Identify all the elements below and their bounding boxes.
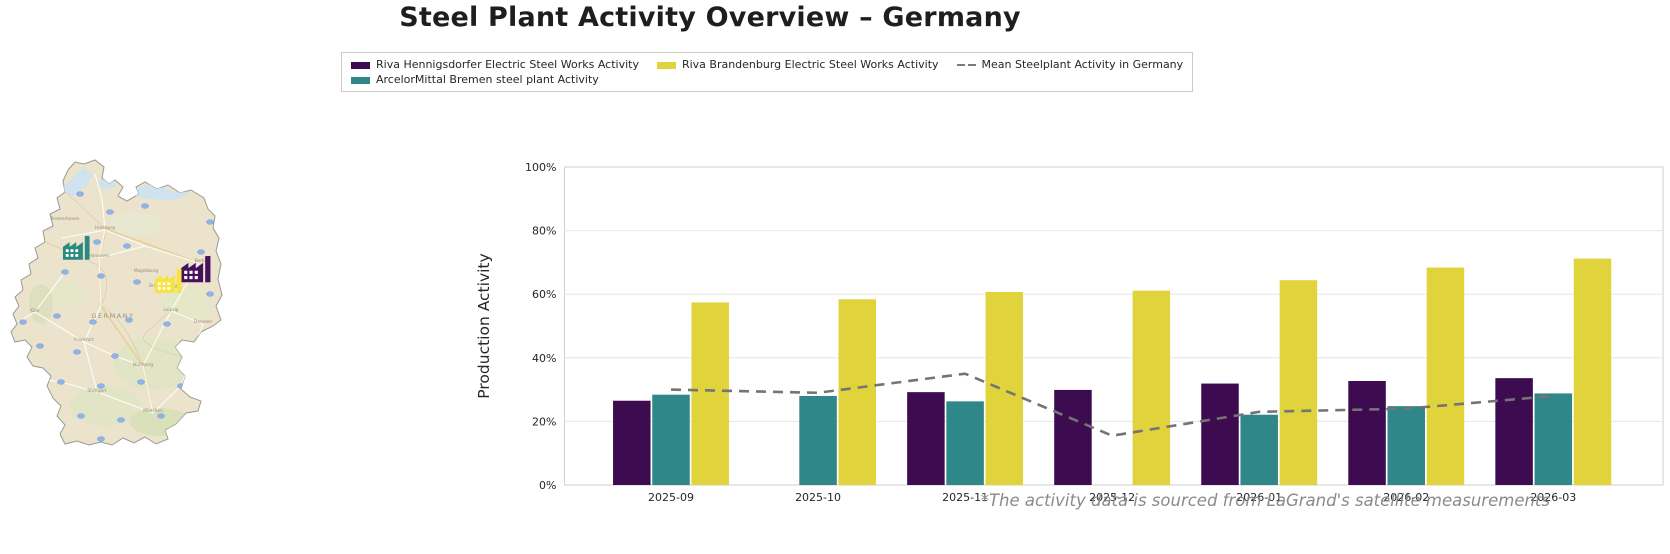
x-tick-label: 2025-12 <box>1089 491 1135 504</box>
city-label: Frankfurt <box>74 337 94 343</box>
y-tick-label: 40% <box>532 352 556 365</box>
legend-label: Riva Brandenburg Electric Steel Works Ac… <box>681 58 939 71</box>
activity-bar <box>1573 258 1612 485</box>
legend-item: Riva Brandenburg Electric Steel Works Ac… <box>656 58 939 72</box>
legend-color-swatch <box>351 76 370 84</box>
germany-map-svg: Bremerhaven Hamburg Hannover Berlin Magdebur… <box>10 159 223 446</box>
city-label: Dresden <box>194 319 212 325</box>
region-borders <box>44 191 183 367</box>
legend-label: ArcelorMittal Bremen steel plant Activit… <box>376 73 599 86</box>
legend-item: ArcelorMittal Bremen steel plant Activit… <box>351 73 639 87</box>
roads <box>17 173 204 414</box>
city-label: Köln <box>30 308 39 314</box>
activity-bar <box>1387 406 1425 485</box>
y-tick-label: 100% <box>525 161 556 174</box>
city-label: Nürnberg <box>133 362 153 368</box>
activity-bar <box>799 395 837 485</box>
city-label: Stuttgart <box>87 388 107 394</box>
activity-bar <box>613 400 651 485</box>
city-label: Bremerhaven <box>50 216 79 222</box>
x-tick-label: 2025-09 <box>648 491 694 504</box>
activity-bar <box>1201 383 1239 485</box>
legend: Riva Hennigsdorfer Electric Steel Works … <box>341 52 1194 92</box>
city-label: Leipzig <box>163 307 178 313</box>
activity-bar <box>907 392 945 485</box>
activity-bar <box>946 401 984 485</box>
road-shield-markers <box>17 191 214 442</box>
activity-bar <box>1279 280 1318 485</box>
city-label: Hannover <box>89 253 110 259</box>
city-label: Berlin <box>195 258 208 264</box>
legend-color-swatch <box>351 61 370 69</box>
x-tick-label: 2025-11 <box>942 491 988 504</box>
y-tick-label: 20% <box>532 415 556 428</box>
y-tick-label: 80% <box>532 225 556 238</box>
activity-bar <box>1240 414 1278 485</box>
x-tick-label: 2026-02 <box>1383 491 1429 504</box>
activity-bar <box>1426 267 1465 485</box>
chart-title: Steel Plant Activity Overview – Germany <box>399 2 1021 33</box>
germany-map: Bremerhaven Hamburg Hannover Berlin Magdebur… <box>5 154 223 452</box>
water-patches <box>60 168 191 200</box>
y-tick-label: 0% <box>539 479 556 492</box>
mean-activity-line <box>670 372 1554 438</box>
legend-color-swatch <box>656 61 676 69</box>
legend-dash-swatch <box>956 63 976 67</box>
activity-bar <box>652 394 690 485</box>
activity-bar <box>1495 378 1533 485</box>
x-tick-label: 2025-10 <box>795 491 841 504</box>
x-tick-label: 2026-03 <box>1530 491 1576 504</box>
activity-bar <box>1054 389 1092 485</box>
activity-bar <box>985 291 1024 485</box>
x-tick-label: 2026-01 <box>1236 491 1282 504</box>
y-axis-label: Production Activity <box>475 253 493 398</box>
country-label: GERMANY <box>91 312 134 320</box>
activity-bar <box>691 302 729 485</box>
footnote: *The activity data is sourced from LaGra… <box>980 491 1550 510</box>
activity-bar-chart: 0% 20% 40% 60% 80% 100% 2025-09 2025-10 2025-11 2… <box>475 161 1664 504</box>
y-tick-label: 60% <box>532 288 556 301</box>
legend-label: Riva Hennigsdorfer Electric Steel Works … <box>376 58 639 71</box>
city-label: Magdeburg <box>134 268 159 274</box>
city-label: München <box>143 408 163 414</box>
plot-area <box>564 166 1664 486</box>
legend-item: Riva Hennigsdorfer Electric Steel Works … <box>351 58 639 72</box>
legend-label: Mean Steelplant Activity in Germany <box>981 58 1184 71</box>
activity-bar <box>1348 381 1386 485</box>
activity-bar <box>838 299 876 485</box>
activity-bar <box>1534 393 1573 485</box>
legend-item: Mean Steelplant Activity in Germany <box>956 58 1184 72</box>
activity-bar <box>1132 290 1171 485</box>
city-label: Hamburg <box>95 225 115 231</box>
